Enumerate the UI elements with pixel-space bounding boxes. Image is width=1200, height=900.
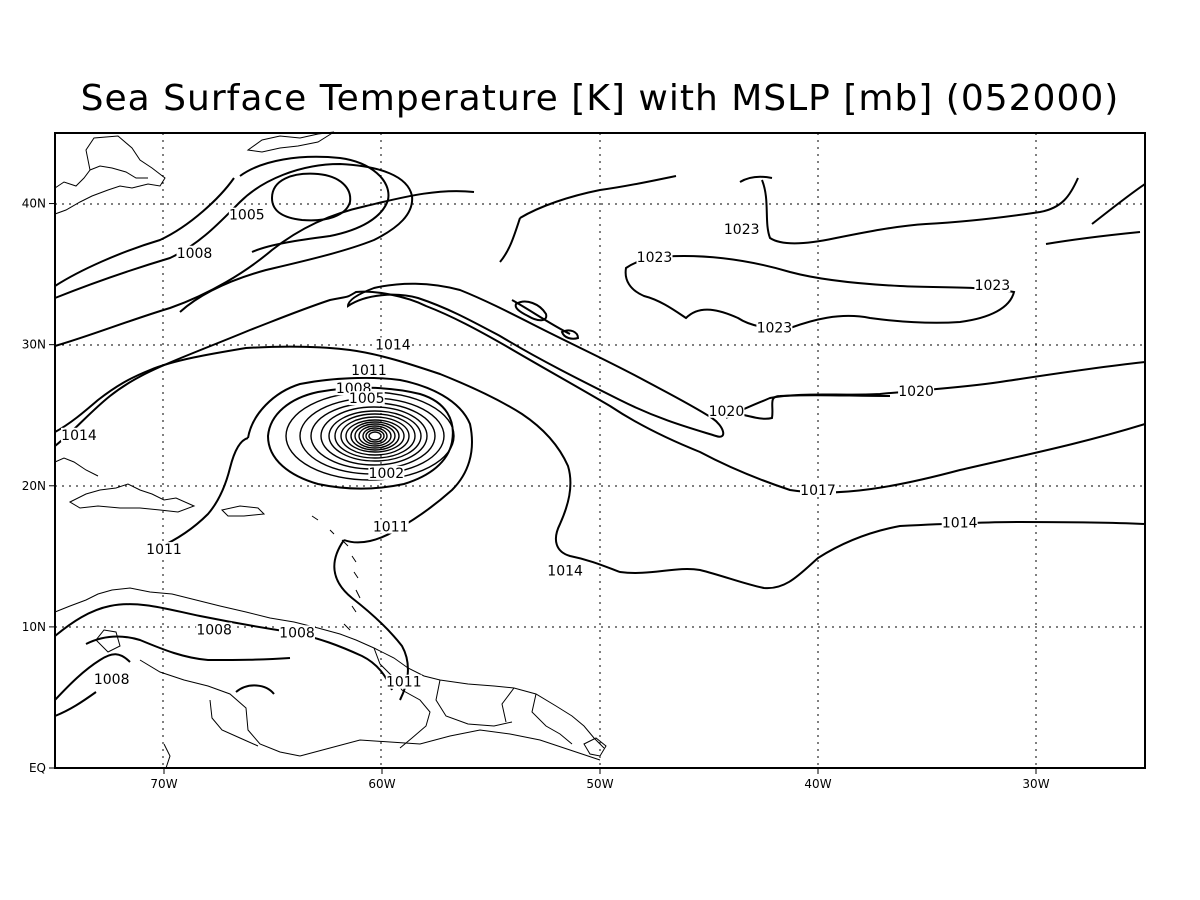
x-tick-label: 60W <box>368 777 395 791</box>
contour-label-bg <box>93 671 130 686</box>
coastline-lesser-antilles <box>311 515 361 631</box>
x-tick-label: 30W <box>1022 777 1049 791</box>
contour-label: 1008 <box>279 625 315 641</box>
isobar-1017-inner <box>346 282 725 438</box>
contour-label-bg <box>60 427 97 442</box>
contour-label-bg <box>974 278 1011 293</box>
y-tick-label: EQ <box>29 761 46 775</box>
contour-label: 1014 <box>547 563 583 579</box>
contour-label: 1014 <box>375 337 411 353</box>
isobar-1011-nw <box>54 162 414 313</box>
coastline-amazon-mouth <box>583 737 607 757</box>
contour-label: 1023 <box>637 250 673 266</box>
isobars <box>54 155 1146 717</box>
contour-label-bg <box>547 563 584 578</box>
border-guianas <box>435 679 573 745</box>
contour-label-bg <box>146 542 182 557</box>
y-tick-label: 20N <box>22 479 46 493</box>
contour-label-bg <box>374 337 411 352</box>
border-brazil <box>299 729 601 761</box>
contour-label-bg <box>196 622 233 637</box>
contour-label-bg <box>348 391 385 406</box>
contour-label-bg <box>756 320 793 335</box>
contour-label-bg <box>800 482 836 497</box>
isobar-small-cell-2 <box>560 329 580 340</box>
coastline-puerto-rico <box>221 505 266 517</box>
coastline-interior-west <box>163 699 259 769</box>
contour-label-bg <box>350 362 387 377</box>
contour-label: 1014 <box>61 428 97 444</box>
isobar-1011-caribbean <box>333 539 409 701</box>
isobar-1017 <box>54 290 1146 494</box>
contour-label: 1005 <box>229 208 265 224</box>
contour-label: 1002 <box>369 466 405 482</box>
contour-label-bg <box>898 384 935 399</box>
contour-label: 1011 <box>386 675 422 691</box>
isobar-interior-sa <box>235 684 275 695</box>
contour-label: 1017 <box>800 483 836 499</box>
contour-label: 1008 <box>196 623 232 639</box>
isobar-1008-caribbean <box>54 603 393 717</box>
contour-label-bg <box>368 465 405 480</box>
contour-label-bg <box>941 515 978 530</box>
contour-label: 1011 <box>373 520 409 536</box>
contour-labels: 1005 1008 1023 1023 1023 1023 1014 1011 1008 1005… <box>60 207 1011 691</box>
y-tick-label: 40N <box>22 197 46 211</box>
isobar-1005-nw <box>270 172 352 222</box>
coastline-new-england-detail <box>89 165 148 179</box>
y-tick-label: 30N <box>22 338 46 352</box>
contour-label: 1011 <box>146 542 182 558</box>
contour-label: 1011 <box>351 363 387 379</box>
contour-label-bg <box>278 625 315 640</box>
x-tick-label: 40W <box>804 777 831 791</box>
contour-label: 1020 <box>709 404 745 420</box>
x-tick-label: 50W <box>586 777 613 791</box>
contour-label-bg <box>708 403 745 418</box>
contour-label: 1023 <box>757 321 793 337</box>
contour-label-bg <box>385 674 422 689</box>
isobar-1023-ne <box>1045 183 1146 245</box>
contour-label: 1020 <box>898 384 934 400</box>
coastline-orinoco <box>373 647 431 749</box>
isobar-1023-mid <box>624 254 1016 330</box>
coastline-south-america <box>54 587 605 749</box>
coastline-north-america <box>54 135 166 215</box>
x-tick-label: 70W <box>150 777 177 791</box>
border-venezuela-colombia <box>139 659 301 757</box>
contour-label: 1008 <box>94 672 130 688</box>
isobar-1020 <box>499 175 1146 419</box>
isobar-1014-mid <box>54 345 1146 590</box>
isobar-1014-nw <box>54 190 475 347</box>
contour-label: 1008 <box>177 246 213 262</box>
contour-label-bg <box>228 207 265 222</box>
axes: 70W 60W 50W 40W 30W EQ 10N 20N 30N 40N <box>22 197 1050 791</box>
contour-label-bg <box>723 221 760 236</box>
coastline-hispaniola <box>68 483 196 513</box>
isobar-small-cell <box>514 300 548 322</box>
coastline-cuba <box>54 457 99 477</box>
contour-label: 1005 <box>349 391 385 407</box>
y-tick-label: 10N <box>22 620 46 634</box>
contour-label-bg <box>176 245 213 260</box>
isobar-1008-center <box>266 386 454 490</box>
coastline-lake-maracaibo <box>95 629 121 653</box>
isobar-1023-north <box>761 177 1079 245</box>
isobar-1020-low <box>739 394 891 420</box>
coastlines <box>54 131 607 769</box>
contour-label: 1014 <box>942 515 978 531</box>
contour-label: 1023 <box>975 278 1011 294</box>
contour-label: 1023 <box>724 222 760 238</box>
grid-lines <box>55 133 1145 768</box>
chart-title: Sea Surface Temperature [K] with MSLP [m… <box>80 78 1120 119</box>
isobar-1011-west <box>157 437 249 549</box>
contour-label-bg <box>372 519 409 534</box>
contour-label-bg <box>636 250 673 264</box>
coastline-nova-scotia <box>246 131 335 153</box>
